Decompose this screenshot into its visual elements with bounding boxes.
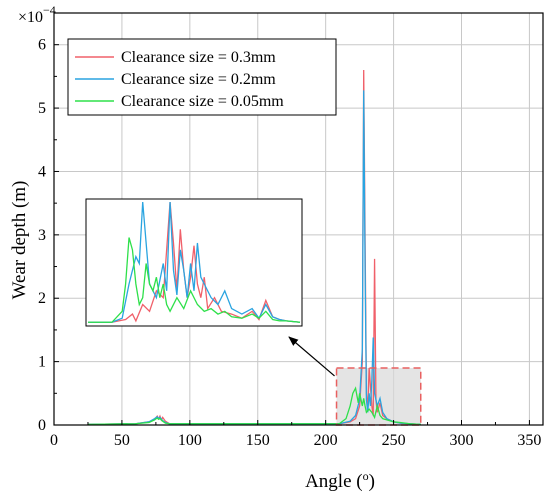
inset-zoom bbox=[85, 198, 303, 327]
zoom-region-fill bbox=[336, 367, 421, 425]
series-line-1 bbox=[87, 90, 421, 426]
x-tick-label: 0 bbox=[50, 432, 58, 449]
inset-line-2 bbox=[88, 237, 301, 323]
y-multiplier: ×10−4 bbox=[18, 3, 56, 26]
legend-label-1: Clearance size = 0.2mm bbox=[121, 71, 276, 88]
inset-line-1 bbox=[88, 201, 301, 323]
zoom-arrow-line bbox=[288, 336, 335, 377]
y-axis-title: Wear depth (m) bbox=[9, 181, 30, 300]
y-tick-label: 5 bbox=[38, 100, 46, 117]
x-tick-label: 150 bbox=[246, 432, 270, 449]
plot-frame bbox=[53, 12, 544, 426]
x-tick-label: 250 bbox=[382, 432, 406, 449]
zoom-arrow bbox=[288, 336, 335, 377]
x-axis-title: Angle (o) bbox=[305, 469, 375, 492]
y-multiplier-base: ×10 bbox=[18, 9, 43, 26]
y-tick-label: 6 bbox=[38, 37, 46, 54]
x-axis-title-sup: o bbox=[363, 469, 369, 483]
x-tick-label: 100 bbox=[178, 432, 202, 449]
tick-layer: 0 50 100 150 200 250 300 350 0 1 2 3 4 5 6 bbox=[38, 37, 541, 449]
x-axis-title-close: ) bbox=[369, 471, 375, 492]
y-tick-label: 1 bbox=[38, 354, 46, 371]
legend-label-0: Clearance size = 0.3mm bbox=[121, 49, 276, 66]
x-tick-label: 50 bbox=[114, 432, 130, 449]
y-tick-label: 3 bbox=[38, 227, 46, 244]
legend: Clearance size = 0.3mm Clearance size = 0… bbox=[67, 38, 337, 116]
y-tick-label: 4 bbox=[38, 163, 46, 180]
data-layer bbox=[87, 70, 422, 426]
inset-plot bbox=[88, 201, 301, 323]
y-tick-label: 2 bbox=[38, 290, 46, 307]
y-tick-label: 0 bbox=[38, 417, 46, 434]
zoom-region-border bbox=[335, 367, 422, 426]
x-tick-label: 200 bbox=[314, 432, 338, 449]
x-tick-label: 350 bbox=[517, 432, 541, 449]
y-multiplier-exp: −4 bbox=[43, 3, 56, 17]
x-axis-title-text: Angle ( bbox=[305, 471, 363, 492]
series-line-2 bbox=[87, 386, 421, 426]
x-tick-label: 300 bbox=[450, 432, 474, 449]
inset-background bbox=[86, 199, 302, 326]
legend-box bbox=[67, 38, 337, 116]
legend-label-2: Clearance size = 0.05mm bbox=[121, 93, 284, 110]
inset-frame bbox=[85, 198, 303, 327]
